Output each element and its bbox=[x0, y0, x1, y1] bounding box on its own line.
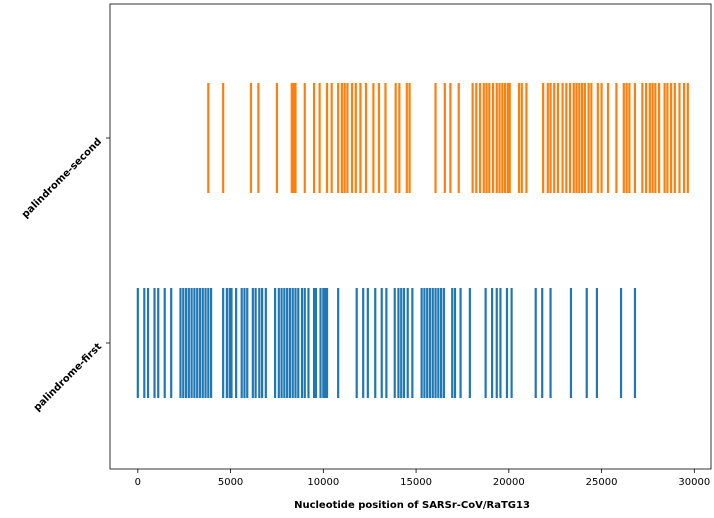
event-marks bbox=[136, 83, 689, 398]
x-tick-label: 25000 bbox=[586, 477, 618, 488]
x-tick-label: 15000 bbox=[400, 477, 432, 488]
plot-frame bbox=[109, 3, 712, 470]
plot-background bbox=[110, 4, 711, 469]
x-tick-label: 30000 bbox=[678, 477, 710, 488]
series-palindrome-second bbox=[207, 83, 689, 193]
x-ticks: 0 5000 10000 15000 20000 25000 30000 bbox=[135, 469, 710, 488]
series-palindrome-first bbox=[136, 288, 637, 398]
x-tick-label: 20000 bbox=[493, 477, 525, 488]
x-tick-label: 5000 bbox=[218, 477, 243, 488]
y-ticks: palindrome-first palindrome-second bbox=[20, 136, 110, 414]
y-tick-label: palindrome-first bbox=[32, 341, 104, 413]
x-axis-label: Nucleotide position of SARSr-CoV/RaTG13 bbox=[294, 500, 530, 511]
y-tick-label: palindrome-second bbox=[20, 136, 104, 220]
x-tick-label: 10000 bbox=[307, 477, 339, 488]
x-tick-label: 0 bbox=[135, 477, 141, 488]
